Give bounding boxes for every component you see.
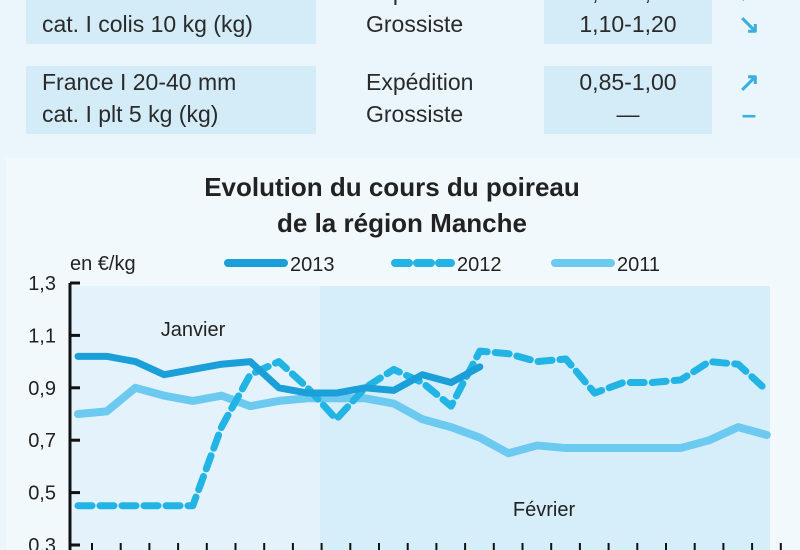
period-label-janvier: Janvier — [161, 319, 226, 341]
table-row: France I 20-40 mm cat. I plt 5 kg (kg) Ex… — [26, 66, 772, 134]
period-label-fevrier: Février — [513, 499, 576, 521]
product-line: France I 20-40 mm — [42, 69, 237, 95]
y-axis-label: en €/kg — [70, 253, 136, 275]
trend-down-icon: ↘ — [738, 9, 760, 39]
price: — — [616, 101, 640, 127]
y-tick-label: 0,3 — [28, 535, 56, 550]
y-tick-label: 0,5 — [28, 483, 56, 505]
product-line: France I 20-40 mm — [42, 0, 316, 8]
price: 0,70-1,00 — [544, 0, 712, 8]
legend-label-2011: 2011 — [617, 254, 660, 276]
price: 0,85-1,00 — [579, 69, 677, 95]
trend-up-icon: ↗ — [726, 0, 772, 8]
stage: Grossiste — [366, 11, 464, 37]
y-tick-label: 1,3 — [28, 273, 56, 295]
y-tick-label: 0,7 — [28, 430, 56, 452]
product-line: cat. I colis 10 kg (kg) — [42, 11, 253, 37]
y-tick-label: 1,1 — [28, 325, 56, 347]
chart-title-line1: Evolution du cours du poireau — [204, 172, 580, 202]
legend-label-2013: 2013 — [290, 254, 335, 276]
y-tick-label: 0,9 — [28, 378, 56, 400]
fevrier-region — [320, 286, 770, 550]
product-line: cat. I plt 5 kg (kg) — [42, 101, 219, 127]
trend-flat-icon: – — [741, 99, 757, 129]
chart-title-line2: de la région Manche — [277, 208, 527, 238]
price: 1,10-1,20 — [579, 11, 677, 37]
stage: Expédition — [366, 0, 546, 8]
legend-label-2012: 2012 — [457, 254, 502, 276]
stage: Expédition — [366, 69, 474, 95]
trend-up-icon: ↗ — [738, 67, 760, 97]
stage: Grossiste — [366, 101, 464, 127]
table-row: France I 20-40 mm cat. I colis 10 kg (kg)… — [26, 0, 772, 44]
